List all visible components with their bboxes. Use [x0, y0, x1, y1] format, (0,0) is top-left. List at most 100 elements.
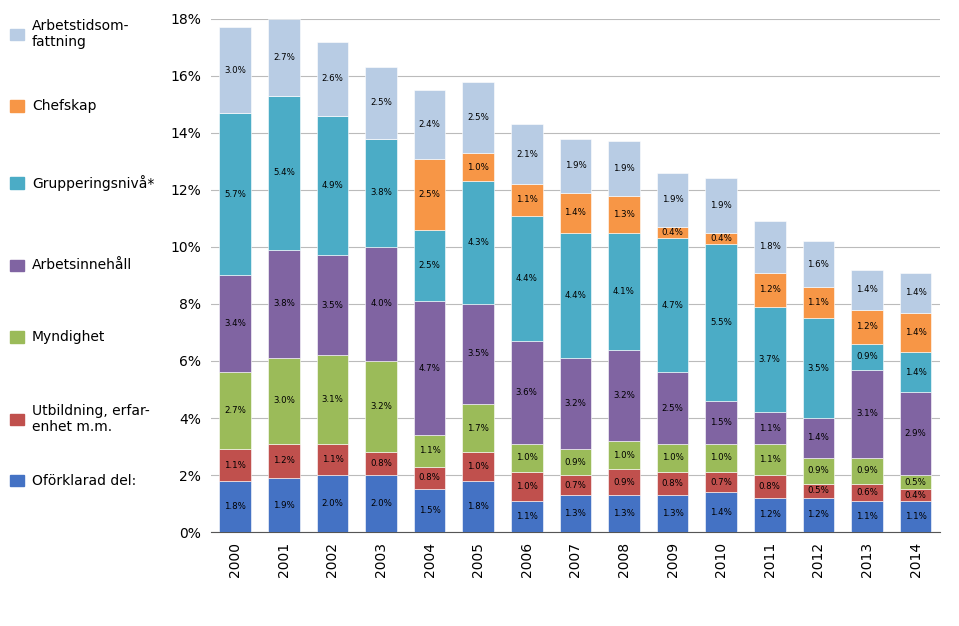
Text: 3.8%: 3.8% — [273, 299, 294, 309]
Text: 1.0%: 1.0% — [662, 453, 684, 463]
Bar — [657, 444, 689, 472]
Bar — [803, 287, 834, 318]
Text: 5.4%: 5.4% — [273, 168, 294, 177]
Bar — [706, 401, 737, 444]
Text: 2.5%: 2.5% — [467, 113, 489, 121]
Bar — [803, 498, 834, 532]
Text: 1.2%: 1.2% — [759, 285, 781, 294]
Bar — [706, 233, 737, 244]
Text: 1.8%: 1.8% — [224, 502, 246, 511]
Text: 1.1%: 1.1% — [759, 424, 781, 433]
Bar — [462, 182, 494, 304]
Text: 1.7%: 1.7% — [467, 424, 489, 433]
Bar — [657, 239, 689, 372]
Text: 0.5%: 0.5% — [807, 486, 830, 495]
Text: 1.8%: 1.8% — [467, 502, 489, 511]
Text: 1.3%: 1.3% — [662, 509, 684, 518]
Bar — [706, 472, 737, 492]
Bar — [365, 452, 397, 475]
Bar — [560, 233, 591, 358]
Bar — [414, 158, 445, 230]
Text: 1.8%: 1.8% — [759, 242, 781, 252]
Bar — [852, 501, 882, 532]
Bar — [220, 113, 251, 275]
Bar — [316, 356, 348, 444]
Text: 1.0%: 1.0% — [467, 462, 489, 471]
Text: 1.1%: 1.1% — [321, 455, 343, 464]
Bar — [657, 173, 689, 227]
Text: 4.7%: 4.7% — [662, 301, 684, 310]
Text: 3.2%: 3.2% — [565, 399, 586, 408]
Bar — [414, 230, 445, 301]
Bar — [269, 358, 299, 444]
Bar — [852, 344, 882, 369]
Bar — [706, 492, 737, 532]
Text: Utbildning, erfar-
enhet m.m.: Utbildning, erfar- enhet m.m. — [32, 404, 150, 434]
Text: 3.0%: 3.0% — [273, 396, 294, 406]
Bar — [706, 244, 737, 401]
Text: 3.7%: 3.7% — [759, 355, 781, 364]
Text: 3.4%: 3.4% — [224, 319, 246, 329]
Bar — [269, 250, 299, 358]
Text: 4.0%: 4.0% — [370, 299, 392, 309]
Bar — [803, 241, 834, 287]
Text: 1.1%: 1.1% — [516, 512, 538, 521]
Bar — [316, 255, 348, 356]
Bar — [608, 195, 640, 233]
Text: 1.1%: 1.1% — [419, 446, 440, 455]
Bar — [511, 341, 543, 444]
Bar — [365, 361, 397, 452]
Text: 0.9%: 0.9% — [807, 466, 830, 475]
Bar — [852, 484, 882, 501]
Text: 0.7%: 0.7% — [565, 481, 586, 490]
Text: 1.1%: 1.1% — [856, 512, 877, 521]
Bar — [414, 490, 445, 532]
Text: 1.4%: 1.4% — [904, 328, 926, 337]
Bar — [220, 372, 251, 449]
Text: 1.0%: 1.0% — [613, 451, 635, 459]
Text: 1.2%: 1.2% — [273, 456, 294, 465]
Text: 3.5%: 3.5% — [807, 364, 830, 372]
Bar — [269, 478, 299, 532]
Bar — [900, 393, 931, 475]
Text: 1.9%: 1.9% — [273, 501, 294, 510]
Text: 4.4%: 4.4% — [565, 291, 586, 300]
Text: 1.3%: 1.3% — [565, 509, 586, 518]
Bar — [560, 138, 591, 193]
Bar — [608, 495, 640, 532]
Bar — [706, 444, 737, 472]
Text: 1.4%: 1.4% — [565, 208, 586, 217]
Bar — [754, 272, 785, 307]
Text: 0.8%: 0.8% — [370, 459, 392, 468]
Bar — [316, 475, 348, 532]
Bar — [608, 349, 640, 441]
Text: 3.6%: 3.6% — [516, 388, 538, 397]
Bar — [657, 472, 689, 495]
Bar — [414, 301, 445, 435]
Bar — [462, 153, 494, 182]
Text: 1.2%: 1.2% — [759, 510, 781, 520]
Text: 3.1%: 3.1% — [856, 409, 877, 418]
Text: 1.9%: 1.9% — [711, 201, 732, 210]
Text: 2.1%: 2.1% — [516, 150, 538, 159]
Text: 3.5%: 3.5% — [321, 301, 343, 310]
Bar — [462, 452, 494, 481]
Text: 1.0%: 1.0% — [467, 163, 489, 172]
Bar — [365, 67, 397, 138]
Bar — [414, 466, 445, 490]
Bar — [269, 444, 299, 478]
Text: 1.2%: 1.2% — [807, 510, 830, 520]
Text: 0.8%: 0.8% — [419, 473, 440, 483]
Text: Arbetsinnehåll: Arbetsinnehåll — [32, 258, 132, 272]
Bar — [316, 116, 348, 255]
Text: 3.2%: 3.2% — [613, 391, 635, 400]
Text: 1.9%: 1.9% — [565, 161, 586, 170]
Text: 4.1%: 4.1% — [613, 287, 635, 295]
Bar — [462, 304, 494, 404]
Bar — [365, 138, 397, 247]
Bar — [269, 19, 299, 96]
Text: 1.4%: 1.4% — [904, 288, 926, 297]
Bar — [462, 481, 494, 532]
Bar — [560, 193, 591, 233]
Bar — [608, 233, 640, 349]
